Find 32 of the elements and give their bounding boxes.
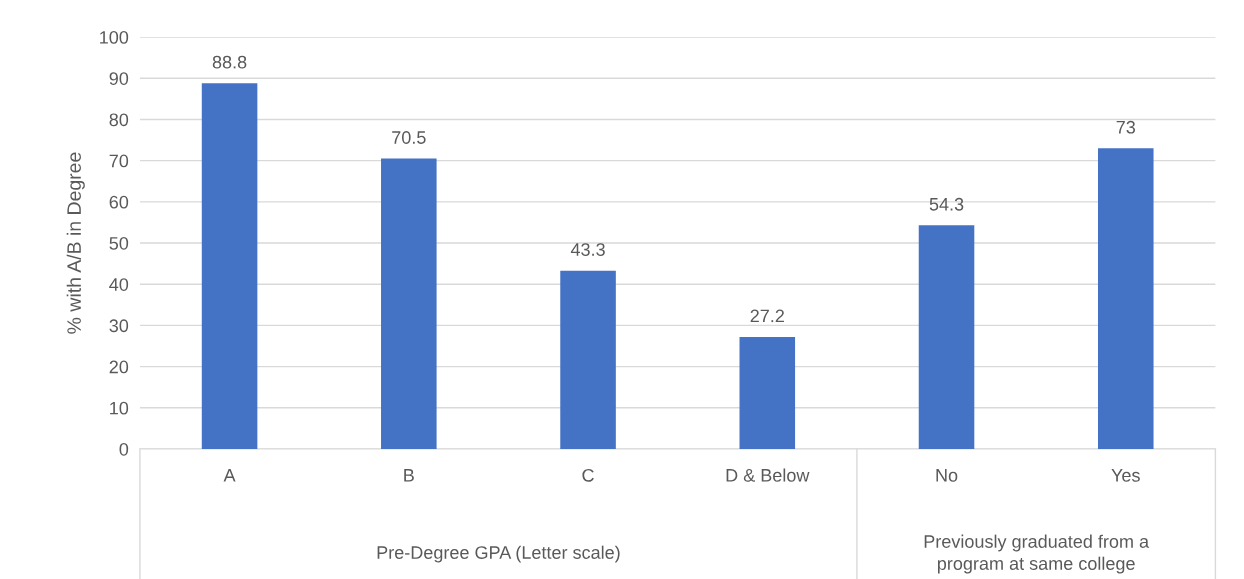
data-label: 27.2	[750, 309, 784, 323]
bar	[560, 270, 616, 450]
y-tick-label: 70	[109, 154, 129, 168]
x-tick-label: D & Below	[726, 468, 810, 482]
bar	[201, 83, 258, 450]
text: Pre-Degree GPA (Letter scale)	[377, 545, 620, 563]
bar	[381, 158, 437, 450]
data-label: 88.8	[212, 55, 247, 69]
data-label: 43.3	[570, 243, 605, 256]
y-tick-label: 0	[119, 442, 129, 456]
x-tick-label: A	[223, 469, 236, 482]
x-tick-label: Yes	[1111, 469, 1140, 482]
x-tick-label: C	[582, 468, 594, 482]
x-tick-label: No	[936, 469, 958, 482]
y-tick-label: 10	[110, 401, 129, 415]
y-tick-label: 30	[109, 319, 129, 333]
y-tick-label: 90	[109, 72, 129, 85]
data-label: 73	[1116, 120, 1136, 134]
y-tick-label: 50	[109, 236, 129, 250]
y-axis-title: % with A/B in Degree	[66, 152, 85, 334]
data-label: 70.5	[392, 131, 426, 144]
bar	[739, 336, 796, 450]
bar	[918, 225, 975, 450]
bar	[1097, 148, 1154, 450]
data-label: 54.3	[929, 197, 964, 211]
y-tick-label: 100	[100, 30, 129, 44]
text: Previously graduated from a program at same college	[924, 534, 1150, 574]
x-tick-label: B	[404, 469, 414, 482]
y-tick-label: 20	[109, 360, 129, 374]
y-tick-label: 60	[109, 195, 129, 209]
y-tick-label: 40	[109, 278, 129, 291]
y-tick-label: 80	[109, 113, 129, 127]
